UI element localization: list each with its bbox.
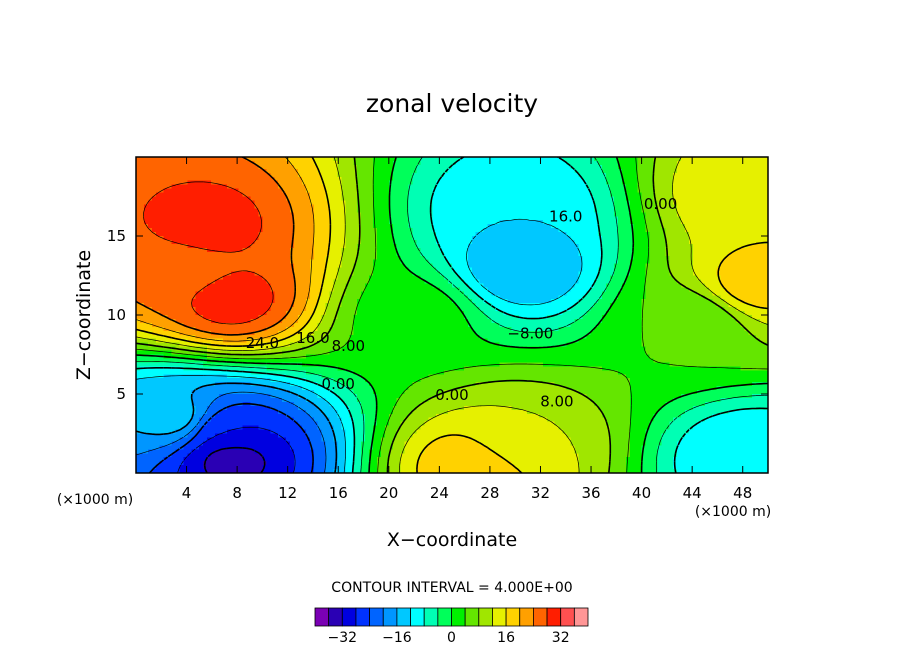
contour-label: 8.00 (332, 337, 365, 355)
colorbar-swatch (546, 607, 562, 627)
contour-line (136, 382, 338, 473)
contour-line (136, 157, 768, 473)
colorbar-swatch (410, 607, 425, 627)
x-unit-left: (×1000 m) (57, 492, 133, 508)
colorbar-swatch (382, 607, 398, 627)
y-axis: 5 10 15 (107, 227, 768, 403)
x-tick-label: 24 (430, 484, 449, 502)
x-tick-label: 4 (182, 484, 192, 502)
contour-line (136, 157, 768, 473)
contour-label: 16.0 (296, 329, 329, 347)
colorbar-swatch (369, 607, 384, 627)
contour-line (136, 157, 768, 473)
x-unit-right: (×1000 m) (695, 504, 771, 520)
contour-label: 8.00 (540, 392, 573, 410)
contour-line (148, 402, 314, 473)
contour-line (136, 157, 768, 473)
contour-label: 24.0 (246, 334, 279, 352)
x-tick-label: 28 (480, 484, 499, 502)
x-tick-label: 16 (329, 484, 348, 502)
chart-title: zonal velocity (366, 89, 538, 118)
contour-lines (136, 157, 768, 473)
contour-label: −8.00 (507, 324, 553, 342)
x-tick-label: 32 (531, 484, 550, 502)
colorbar-swatch (314, 607, 330, 627)
colorbar-swatch (560, 607, 575, 627)
colorbar-swatch (355, 607, 371, 627)
contour-interval-text: CONTOUR INTERVAL = 4.000E+00 (331, 580, 572, 596)
colorbar-tick-label: 0 (447, 630, 456, 646)
colorbar-swatch (341, 607, 357, 627)
contour-line (136, 218, 583, 473)
colorbar-swatch (328, 607, 343, 627)
colorbar-swatch (492, 607, 507, 627)
contour-line (177, 426, 296, 473)
colorbar: −32 −16 0 16 32 (314, 607, 589, 646)
x-axis: 4 8 12 16 20 24 28 32 36 40 44 48 (182, 157, 752, 502)
y-tick-label: 10 (107, 306, 126, 324)
colorbar-tick-label: 32 (552, 630, 570, 646)
y-axis-label: Z−coordinate (73, 250, 95, 380)
contour-line (136, 157, 768, 473)
contour-line (136, 157, 768, 473)
colorbar-swatch (423, 607, 439, 627)
colorbar-swatch (451, 607, 466, 627)
contour-field (136, 157, 768, 473)
colorbar-swatch (519, 607, 534, 627)
contour-line (136, 157, 768, 473)
contour-line (203, 446, 266, 473)
contour-line (136, 391, 327, 473)
y-tick-label: 15 (107, 227, 126, 245)
x-tick-label: 12 (278, 484, 297, 502)
field-image (136, 157, 768, 473)
contour-label: 0.00 (435, 386, 468, 404)
x-tick-label: 48 (733, 484, 752, 502)
x-tick-label: 40 (632, 484, 651, 502)
colorbar-swatch (573, 607, 589, 627)
contour-label: 16.0 (549, 208, 582, 226)
colorbar-tick-label: −16 (382, 630, 412, 646)
colorbar-swatch (464, 607, 480, 627)
colorbar-tick-label: −32 (328, 630, 358, 646)
x-tick-label: 44 (683, 484, 702, 502)
colorbar-swatch (437, 607, 452, 627)
x-tick-label: 20 (379, 484, 398, 502)
colorbar-swatch (533, 607, 548, 627)
x-tick-label: 8 (232, 484, 242, 502)
contour-line (143, 181, 274, 325)
y-tick-label: 5 (116, 385, 126, 403)
x-axis-label: X−coordinate (387, 529, 517, 551)
colorbar-swatch (478, 607, 493, 627)
x-tick-label: 36 (581, 484, 600, 502)
colorbar-tick-label: 16 (497, 630, 515, 646)
contour-label: 0.00 (322, 375, 355, 393)
colorbar-swatch (505, 607, 521, 627)
contour-label: 0.00 (644, 195, 677, 213)
colorbar-swatch (396, 607, 411, 627)
